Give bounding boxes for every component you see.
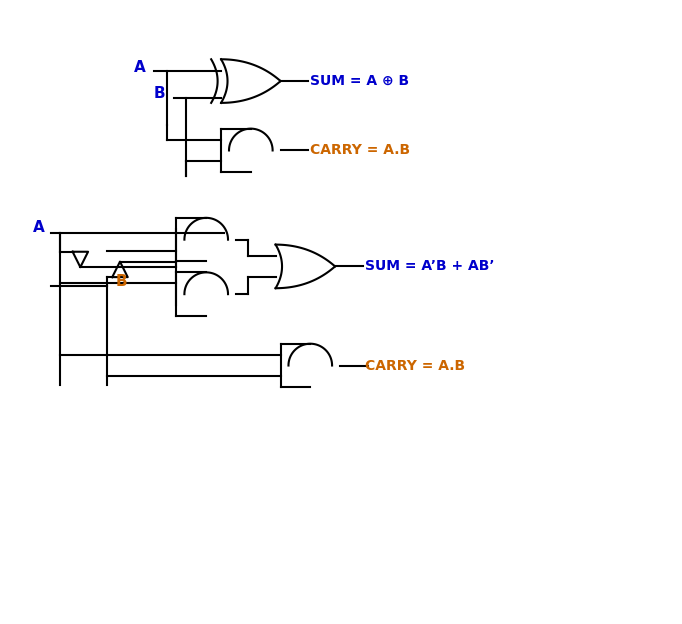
Text: CARRY = A.B: CARRY = A.B	[310, 144, 411, 157]
Text: A: A	[134, 60, 146, 75]
Text: A: A	[33, 220, 44, 235]
Text: SUM = A ⊕ B: SUM = A ⊕ B	[310, 74, 409, 88]
Text: B: B	[154, 87, 166, 102]
Text: SUM = A’B + AB’: SUM = A’B + AB’	[365, 260, 494, 273]
Text: CARRY = A.B: CARRY = A.B	[365, 359, 465, 373]
Text: B: B	[115, 274, 127, 289]
